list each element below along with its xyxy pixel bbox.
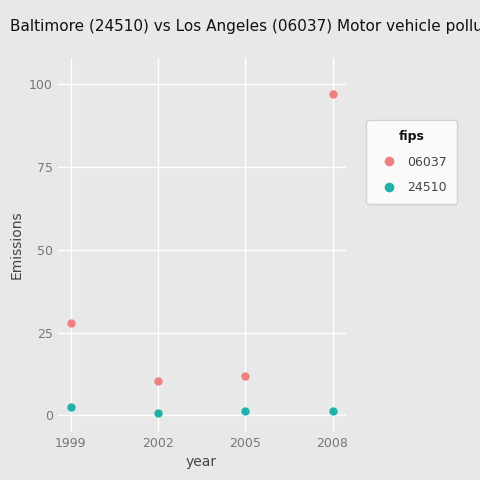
24510: [67, 403, 74, 411]
Text: Baltimore (24510) vs Los Angeles (06037) Motor vehicle pollution: Baltimore (24510) vs Los Angeles (06037)…: [10, 19, 480, 34]
24510: [154, 409, 162, 417]
06037: [329, 90, 336, 98]
06037: [67, 319, 74, 326]
Legend: 06037, 24510: 06037, 24510: [366, 120, 457, 204]
24510: [241, 408, 249, 415]
06037: [154, 377, 162, 384]
06037: [241, 372, 249, 380]
X-axis label: year: year: [186, 456, 217, 469]
Y-axis label: Emissions: Emissions: [9, 211, 24, 279]
24510: [329, 408, 336, 415]
